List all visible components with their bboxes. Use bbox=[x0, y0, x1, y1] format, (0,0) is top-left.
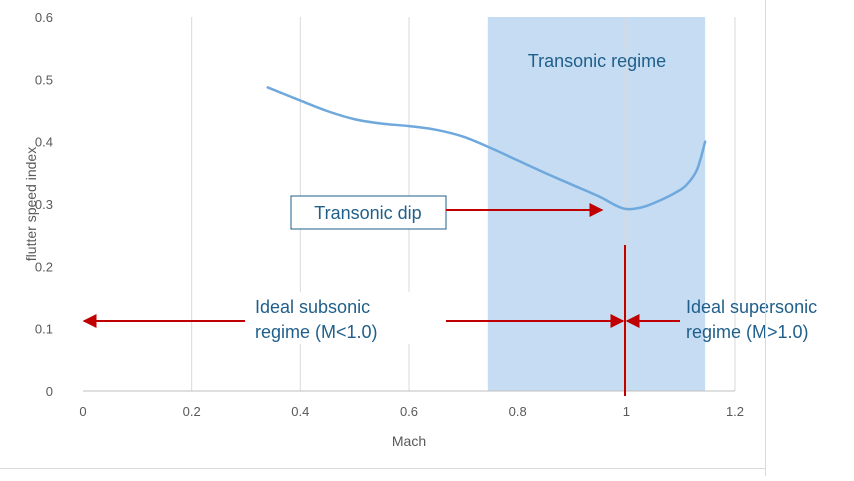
x-tick-label: 0.4 bbox=[291, 404, 309, 419]
supersonic-label-line2: regime (M>1.0) bbox=[686, 322, 809, 342]
transonic-regime-label: Transonic regime bbox=[528, 51, 666, 71]
subsonic-label-bg bbox=[247, 292, 443, 344]
flutter-series-line bbox=[266, 86, 707, 211]
y-tick-label: 0.3 bbox=[35, 197, 53, 212]
x-tick-label: 0 bbox=[79, 404, 86, 419]
y-tick-label: 0.6 bbox=[35, 10, 53, 25]
supersonic-label-line1: Ideal supersonic bbox=[686, 297, 817, 317]
frame-bottom-border bbox=[0, 468, 766, 469]
x-tick-label: 0.6 bbox=[400, 404, 418, 419]
x-tick-label: 0.8 bbox=[509, 404, 527, 419]
transonic-dip-box bbox=[290, 195, 447, 230]
region-band-0 bbox=[487, 17, 706, 391]
subsonic-label-line1: Ideal subsonic bbox=[255, 297, 370, 317]
subsonic-label-line2: regime (M<1.0) bbox=[255, 322, 378, 342]
x-tick-label: 0.2 bbox=[183, 404, 201, 419]
y-axis-title: flutter speed index bbox=[23, 147, 39, 261]
x-tick-label: 1 bbox=[623, 404, 630, 419]
y-tick-label: 0.2 bbox=[35, 259, 53, 274]
x-axis-title: Mach bbox=[392, 433, 426, 449]
x-tick-label: 1.2 bbox=[726, 404, 744, 419]
y-tick-label: 0.5 bbox=[35, 72, 53, 87]
y-tick-label: 0.4 bbox=[35, 135, 53, 150]
transonic-dip-label: Transonic dip bbox=[314, 203, 421, 223]
y-tick-label: 0 bbox=[46, 384, 53, 399]
frame-right-border bbox=[765, 0, 766, 476]
y-tick-label: 0.1 bbox=[35, 322, 53, 337]
